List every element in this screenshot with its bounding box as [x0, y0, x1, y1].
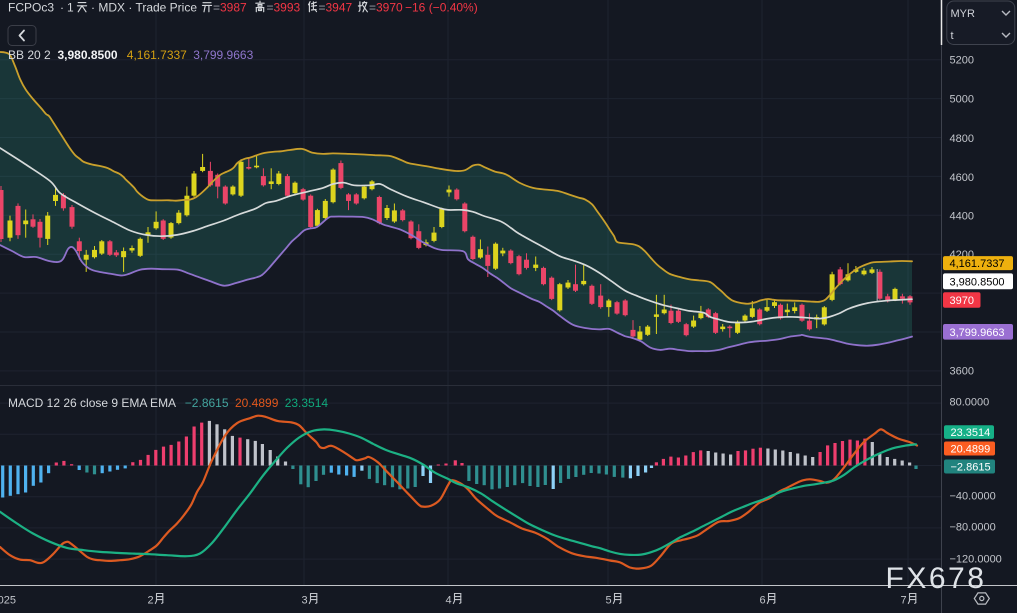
- svg-text:6: 6: [760, 595, 766, 607]
- svg-text:−40.0000: −40.0000: [950, 490, 996, 502]
- svg-text:−2.8615: −2.8615: [185, 396, 229, 410]
- svg-text:2025: 2025: [0, 595, 16, 607]
- svg-text:4400: 4400: [950, 211, 974, 223]
- svg-text:=: =: [267, 1, 274, 15]
- svg-text:FX678: FX678: [886, 562, 987, 595]
- svg-text:23.3514: 23.3514: [285, 396, 329, 410]
- svg-text:=: =: [213, 1, 220, 15]
- svg-text:3,980.8500: 3,980.8500: [58, 48, 118, 62]
- svg-text:3,799.9663: 3,799.9663: [193, 48, 253, 62]
- svg-text:−16 (−0.40%): −16 (−0.40%): [405, 1, 478, 15]
- svg-text:80.0000: 80.0000: [950, 397, 990, 409]
- svg-text:4800: 4800: [950, 133, 974, 145]
- svg-text:3947: 3947: [326, 1, 353, 15]
- svg-text:5000: 5000: [950, 94, 974, 106]
- svg-text:4,161.7337: 4,161.7337: [127, 48, 187, 62]
- svg-text:3600: 3600: [950, 366, 974, 378]
- svg-text:3987: 3987: [220, 1, 247, 15]
- svg-text:3,980.8500: 3,980.8500: [950, 276, 1005, 288]
- svg-text:MACD 12 26 close 9 EMA EMA: MACD 12 26 close 9 EMA EMA: [8, 396, 176, 410]
- svg-text:−120.0000: −120.0000: [950, 554, 1002, 566]
- svg-text:3970: 3970: [376, 1, 403, 15]
- svg-text:MYR: MYR: [951, 8, 976, 20]
- svg-text:23.3514: 23.3514: [951, 427, 991, 439]
- svg-text:=: =: [319, 1, 326, 15]
- svg-text:20.4899: 20.4899: [951, 444, 991, 456]
- svg-text:3: 3: [302, 595, 308, 607]
- svg-text:· MDX · Trade Price: · MDX · Trade Price: [91, 1, 197, 15]
- svg-text:t: t: [951, 30, 954, 42]
- svg-text:4600: 4600: [950, 172, 974, 184]
- svg-text:5: 5: [606, 595, 612, 607]
- svg-text:4,161.7337: 4,161.7337: [950, 258, 1005, 270]
- svg-text:3970: 3970: [950, 295, 974, 307]
- svg-text:5200: 5200: [950, 54, 974, 66]
- svg-text:4: 4: [446, 595, 452, 607]
- svg-text:BB 20 2: BB 20 2: [8, 48, 51, 62]
- svg-text:2: 2: [148, 595, 154, 607]
- svg-text:FCPOc3: FCPOc3: [8, 1, 54, 15]
- svg-text:7: 7: [901, 595, 907, 607]
- svg-text:−2.8615: −2.8615: [951, 462, 991, 474]
- svg-text:3993: 3993: [274, 1, 301, 15]
- svg-text:20.4899: 20.4899: [235, 396, 279, 410]
- svg-text:·: ·: [60, 1, 64, 15]
- svg-text:−80.0000: −80.0000: [950, 521, 996, 533]
- svg-text:=: =: [369, 1, 376, 15]
- svg-text:1: 1: [67, 1, 74, 15]
- svg-text:3,799.9663: 3,799.9663: [950, 327, 1005, 339]
